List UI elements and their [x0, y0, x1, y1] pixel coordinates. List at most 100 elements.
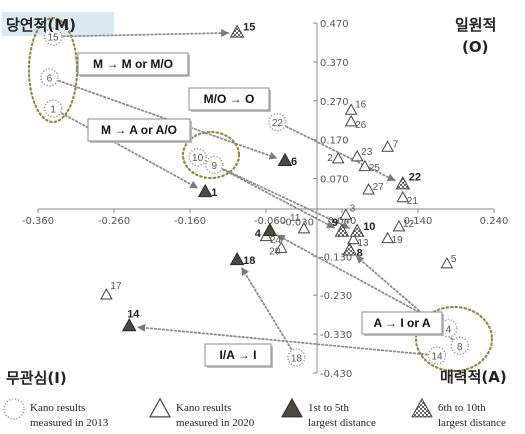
point-2013 — [44, 27, 63, 46]
point-2020 — [362, 183, 375, 195]
change-arrow — [285, 125, 396, 182]
point-label-2020: 7 — [393, 139, 399, 150]
legend-marker — [411, 397, 433, 418]
point-top10 — [395, 176, 411, 190]
quadrant-label-top-left: 당연적(M) — [6, 16, 76, 34]
annotation-box — [204, 343, 272, 367]
point-top5 — [121, 318, 137, 332]
annotation-box — [188, 87, 270, 111]
point-2013 — [188, 148, 207, 167]
x-tick-label: -0.360 — [22, 216, 54, 227]
x-tick-label: 0.240 — [480, 216, 509, 227]
point-2020 — [344, 114, 358, 127]
point-top5 — [262, 222, 278, 237]
legend-line2: measured in 2020 — [176, 417, 255, 429]
annotation-text: M → A or A/O — [101, 123, 177, 137]
point-label-2020: 5 — [451, 254, 457, 265]
point-label-top10: 8 — [357, 248, 363, 260]
annotation-text: M/O → O — [204, 92, 255, 106]
quadrant-label-top-right: 일원적 — [455, 16, 496, 34]
point-label-2013: 18 — [291, 353, 303, 364]
point-label-top10: 9 — [332, 217, 338, 229]
point-2013 — [205, 155, 224, 175]
point-label-2020: 27 — [373, 182, 385, 193]
legend-line1: Kano results — [176, 402, 231, 414]
x-tick-label: -0.260 — [98, 216, 130, 227]
point-label-2013: 9 — [212, 161, 218, 172]
point-2013 — [427, 346, 447, 365]
annotation-box — [361, 311, 443, 335]
legend-line1: Kano results — [30, 402, 85, 414]
point-top10 — [342, 242, 357, 256]
y-tick-label: -0.030 — [282, 217, 314, 228]
point-label-2020: 12 — [403, 219, 415, 230]
point-label-2013: 1 — [50, 105, 56, 116]
y-tick-label: -0.430 — [320, 369, 352, 380]
point-label-2020: 11 — [290, 213, 301, 224]
point-top5 — [277, 152, 293, 167]
point-label-2013: 8 — [457, 342, 463, 353]
group-ellipses — [27, 16, 494, 373]
point-2020 — [344, 103, 358, 115]
y-tick-label: 0.470 — [320, 19, 349, 30]
point-label-top5: 6 — [291, 156, 297, 168]
point-label-2020: 13 — [357, 238, 369, 249]
point-top5 — [197, 183, 213, 198]
point-label-2020: 26 — [355, 120, 367, 131]
annotation-text: M → M or M/O — [93, 57, 173, 71]
point-label-2020: 3 — [350, 204, 356, 215]
point-2013 — [439, 319, 458, 338]
point-2020 — [392, 219, 406, 232]
y-tick-label: 0.070 — [320, 175, 349, 186]
group-ellipse-ma — [181, 130, 241, 180]
change-arrow — [62, 29, 230, 38]
quadrant-label-bottom-right: 매력적(A) — [440, 368, 507, 386]
point-label-2020: 25 — [369, 163, 381, 174]
point-label-top5: 18 — [243, 255, 255, 267]
point-2020 — [100, 288, 113, 300]
annotation-box — [77, 52, 189, 76]
quadrant-label-bottom-left: 무관심(I) — [6, 369, 67, 387]
point-label-top5: 1 — [211, 187, 217, 199]
point-2020 — [274, 241, 288, 253]
legend-line1: 1st to 5th — [308, 402, 349, 414]
legend-line1: 6th to 10th — [438, 402, 486, 414]
y-tick-label: 0.270 — [320, 97, 349, 108]
point-2020 — [297, 221, 311, 234]
change-arrow — [137, 323, 428, 356]
legend-marker — [281, 397, 303, 418]
point-2020 — [350, 149, 364, 162]
point-label-top5: 14 — [127, 308, 140, 320]
legend-line2: largest distance — [308, 417, 376, 429]
point-2020 — [331, 151, 345, 164]
legend: Kano results measured in 2013 Kano results… — [3, 397, 506, 429]
point-label-top5: 4 — [255, 228, 262, 240]
point-label-top10: 15 — [243, 22, 255, 34]
y-tick-label: -0.330 — [320, 330, 352, 341]
change-arrow — [240, 267, 293, 350]
legend-line2: measured in 2013 — [30, 417, 109, 429]
y-tick-label: -0.230 — [320, 291, 352, 302]
point-2013 — [450, 336, 469, 355]
group-ellipse-m — [27, 16, 79, 124]
point-2013 — [40, 68, 59, 87]
point-top10 — [349, 223, 365, 237]
point-label-top10: 10 — [363, 221, 375, 233]
y-tick-label: 0.170 — [320, 136, 349, 147]
point-2013 — [268, 113, 287, 132]
point-top5 — [229, 251, 245, 266]
point-label-2020: 21 — [407, 196, 419, 207]
change-arrows — [57, 29, 454, 356]
change-arrow — [61, 112, 199, 189]
point-label-2013: 4 — [446, 324, 452, 335]
change-arrow — [222, 168, 335, 229]
point-label-2013: 10 — [192, 153, 204, 164]
point-2020 — [440, 256, 454, 269]
point-2020 — [381, 231, 394, 244]
point-2013 — [44, 99, 63, 118]
point-label-2020: 19 — [392, 235, 404, 246]
point-label-2013: 15 — [48, 33, 60, 44]
point-top10 — [334, 223, 350, 237]
point-2013 — [287, 348, 306, 367]
